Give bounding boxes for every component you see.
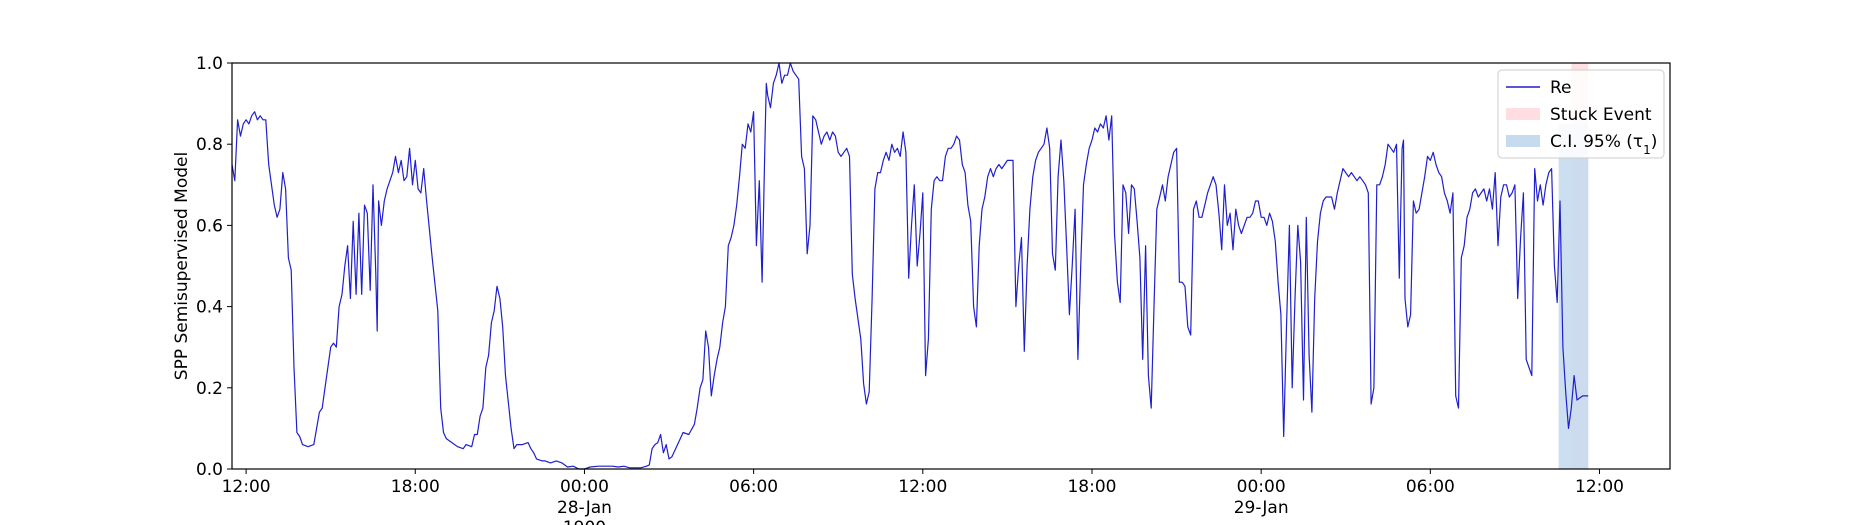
x-tick-label: 12:00 bbox=[1575, 477, 1624, 497]
x-tick-label: 12:00 bbox=[898, 477, 947, 497]
x-axis: 12:0018:0000:0028-Jan190006:0012:0018:00… bbox=[222, 469, 1624, 525]
shaded-region-1 bbox=[1558, 123, 1589, 470]
y-tick-label: 0.6 bbox=[196, 216, 223, 236]
x-tick-sublabel: 29-Jan bbox=[1234, 498, 1289, 518]
y-tick-label: 0.8 bbox=[196, 135, 223, 155]
x-tick-sublabel: 28-Jan bbox=[557, 498, 612, 518]
series-layer bbox=[231, 62, 1589, 470]
y-tick-label: 1.0 bbox=[196, 54, 223, 74]
legend-label: Stuck Event bbox=[1550, 105, 1652, 125]
x-tick-label: 00:00 bbox=[560, 477, 609, 497]
y-axis-label: SPP Semisupervised Model bbox=[172, 152, 192, 380]
series-line-re bbox=[231, 62, 1589, 470]
plot-frame bbox=[231, 62, 1671, 470]
x-tick-label: 06:00 bbox=[729, 477, 778, 497]
y-axis: 0.0 0.2 0.4 0.6 0.8 1.0 bbox=[196, 54, 232, 480]
shaded-regions bbox=[1558, 63, 1589, 470]
y-tick-label: 0.4 bbox=[196, 298, 223, 318]
x-tick-sublabel: 1900 bbox=[563, 518, 606, 525]
y-tick-label: 0.2 bbox=[196, 379, 223, 399]
x-tick-label: 06:00 bbox=[1406, 477, 1455, 497]
x-tick-label: 00:00 bbox=[1237, 477, 1286, 497]
x-tick-label: 12:00 bbox=[222, 477, 271, 497]
x-tick-label: 18:00 bbox=[1067, 477, 1116, 497]
legend-swatch-patch bbox=[1506, 108, 1540, 120]
x-tick-label: 18:00 bbox=[391, 477, 440, 497]
legend-swatch-patch bbox=[1506, 135, 1540, 147]
legend-label: Re bbox=[1550, 78, 1572, 98]
y-tick-label: 0.0 bbox=[196, 460, 223, 480]
